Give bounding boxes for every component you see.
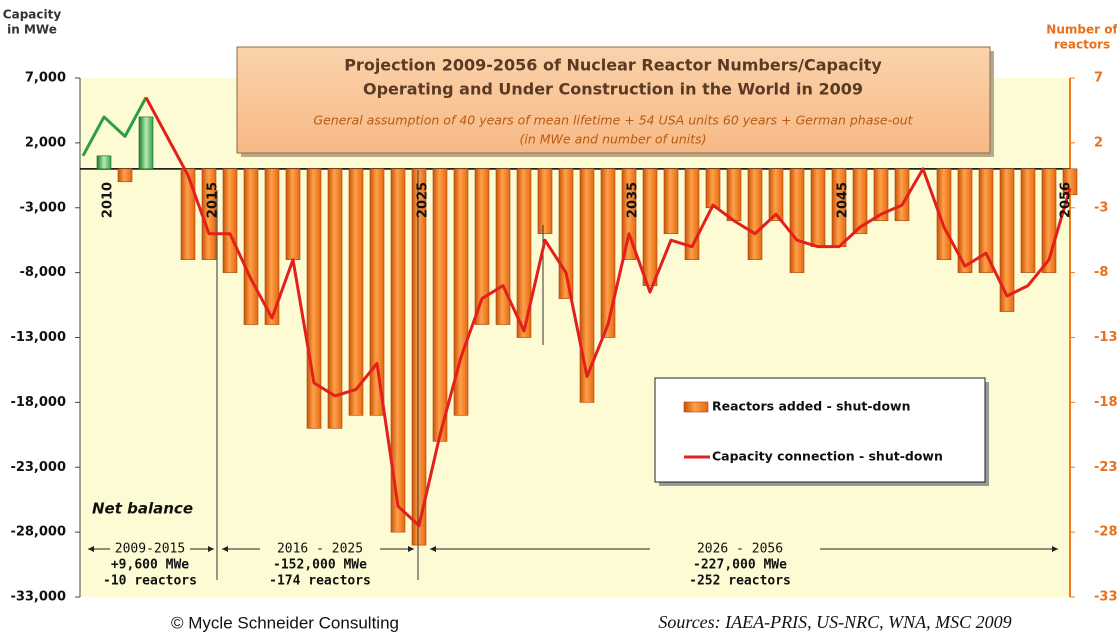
bar bbox=[516, 168, 532, 338]
period-label: +9,600 MWe bbox=[111, 558, 189, 573]
y2-tick-label: -8 bbox=[1094, 265, 1108, 280]
y2-tick-label: -18 bbox=[1094, 395, 1117, 410]
arrow-head bbox=[208, 546, 214, 552]
period-label: 2016 - 2025 bbox=[277, 542, 363, 557]
y-axis-label: Capacity bbox=[3, 8, 62, 22]
bar bbox=[243, 168, 259, 325]
y-tick-label: 7,000 bbox=[25, 71, 66, 86]
bar bbox=[411, 168, 427, 546]
bar bbox=[264, 168, 280, 325]
period-label: -174 reactors bbox=[269, 574, 371, 589]
arrow-head bbox=[408, 546, 414, 552]
y-tick-label: -23,000 bbox=[10, 460, 66, 475]
bar bbox=[1020, 168, 1036, 273]
bar bbox=[726, 168, 742, 222]
arrow-head bbox=[1052, 546, 1058, 552]
x-tick-label: 2010 bbox=[101, 182, 116, 218]
bar bbox=[432, 168, 448, 442]
bar bbox=[642, 168, 658, 286]
bar bbox=[327, 168, 343, 429]
bar bbox=[180, 168, 196, 260]
bar bbox=[390, 168, 406, 533]
y-tick-label: -3,000 bbox=[19, 200, 66, 215]
chart-subtitle: (in MWe and number of units) bbox=[520, 132, 707, 147]
y2-tick-label: -3 bbox=[1094, 200, 1108, 215]
bar bbox=[285, 168, 301, 260]
y-tick-label: 2,000 bbox=[25, 135, 66, 150]
bar bbox=[495, 168, 511, 325]
y-tick-label: -8,000 bbox=[19, 265, 66, 280]
period-label: -252 reactors bbox=[689, 574, 791, 589]
y-tick-label: -13,000 bbox=[10, 330, 66, 345]
y2-tick-label: -33 bbox=[1094, 590, 1117, 605]
bar bbox=[873, 168, 889, 222]
period-label: -152,000 MWe bbox=[273, 558, 367, 573]
content: -33,000 -28,000 -23,000 -18,000 -13,000 -8,00… bbox=[3, 8, 1117, 633]
bar bbox=[537, 168, 553, 234]
bar bbox=[810, 168, 826, 247]
net-balance: Net balance bbox=[92, 500, 193, 518]
y-tick-label: -28,000 bbox=[10, 525, 66, 540]
bar bbox=[453, 168, 469, 416]
x-tick-label: 2025 bbox=[416, 182, 431, 218]
period-label: 2026 - 2056 bbox=[697, 542, 783, 557]
bar bbox=[768, 168, 784, 222]
bar bbox=[222, 168, 238, 273]
legend-swatch bbox=[683, 401, 709, 413]
chart-title: Operating and Under Construction in the … bbox=[363, 80, 863, 99]
x-tick-label: 2056 bbox=[1059, 182, 1074, 218]
y2-tick-label: -23 bbox=[1094, 460, 1117, 475]
bar bbox=[621, 168, 637, 260]
arrow-head bbox=[88, 546, 94, 552]
y-tick-label: -33,000 bbox=[10, 590, 66, 605]
y-tick-label: -18,000 bbox=[10, 395, 66, 410]
sources: Sources: IAEA-PRIS, US-NRC, WNA, MSC 200… bbox=[658, 612, 1011, 632]
bar bbox=[117, 168, 133, 183]
arrow-head bbox=[222, 546, 228, 552]
line bbox=[81, 96, 148, 157]
arrow-head bbox=[430, 546, 436, 552]
bar bbox=[96, 155, 112, 170]
bar bbox=[138, 116, 154, 170]
bar bbox=[1062, 168, 1078, 196]
chart-subtitle: General assumption of 40 years of mean l… bbox=[313, 113, 913, 128]
copyright: © Mycle Schneider Consulting bbox=[171, 613, 399, 632]
y2-axis-label: Number of bbox=[1046, 23, 1117, 37]
bar bbox=[999, 168, 1015, 312]
legend-label: Capacity connection - shut-down bbox=[712, 449, 943, 464]
bar bbox=[747, 168, 763, 260]
bar bbox=[306, 168, 322, 429]
bar bbox=[369, 168, 385, 416]
bar bbox=[852, 168, 868, 234]
bar bbox=[789, 168, 805, 273]
y2-tick-label: -13 bbox=[1094, 330, 1117, 345]
y2-axis-label: reactors bbox=[1054, 38, 1110, 52]
y-axis-label: in MWe bbox=[7, 23, 57, 37]
plot-area bbox=[80, 78, 1070, 597]
y2-tick-label: 2 bbox=[1094, 135, 1103, 150]
legend-label: Reactors added - shut-down bbox=[712, 399, 911, 414]
x-tick-label: 2045 bbox=[836, 182, 851, 218]
x-tick-label: 2015 bbox=[206, 182, 221, 218]
bar bbox=[705, 168, 721, 209]
bar bbox=[936, 168, 952, 260]
chart-title: Projection 2009-2056 of Nuclear Reactor … bbox=[344, 56, 882, 75]
bar bbox=[348, 168, 364, 416]
bar bbox=[663, 168, 679, 234]
bar bbox=[579, 168, 595, 403]
period-label: -10 reactors bbox=[103, 574, 197, 589]
bar bbox=[474, 168, 490, 325]
legend bbox=[654, 377, 986, 483]
bar bbox=[600, 168, 616, 338]
y2-tick-label: 7 bbox=[1094, 71, 1103, 86]
title-box bbox=[236, 46, 991, 154]
bar bbox=[978, 168, 994, 273]
period-label: 2009-2015 bbox=[115, 542, 185, 557]
period-label: -227,000 MWe bbox=[693, 558, 787, 573]
line bbox=[144, 96, 1072, 528]
bar bbox=[957, 168, 973, 273]
y2-tick-label: -28 bbox=[1094, 525, 1117, 540]
x-tick-label: 2035 bbox=[626, 182, 641, 218]
